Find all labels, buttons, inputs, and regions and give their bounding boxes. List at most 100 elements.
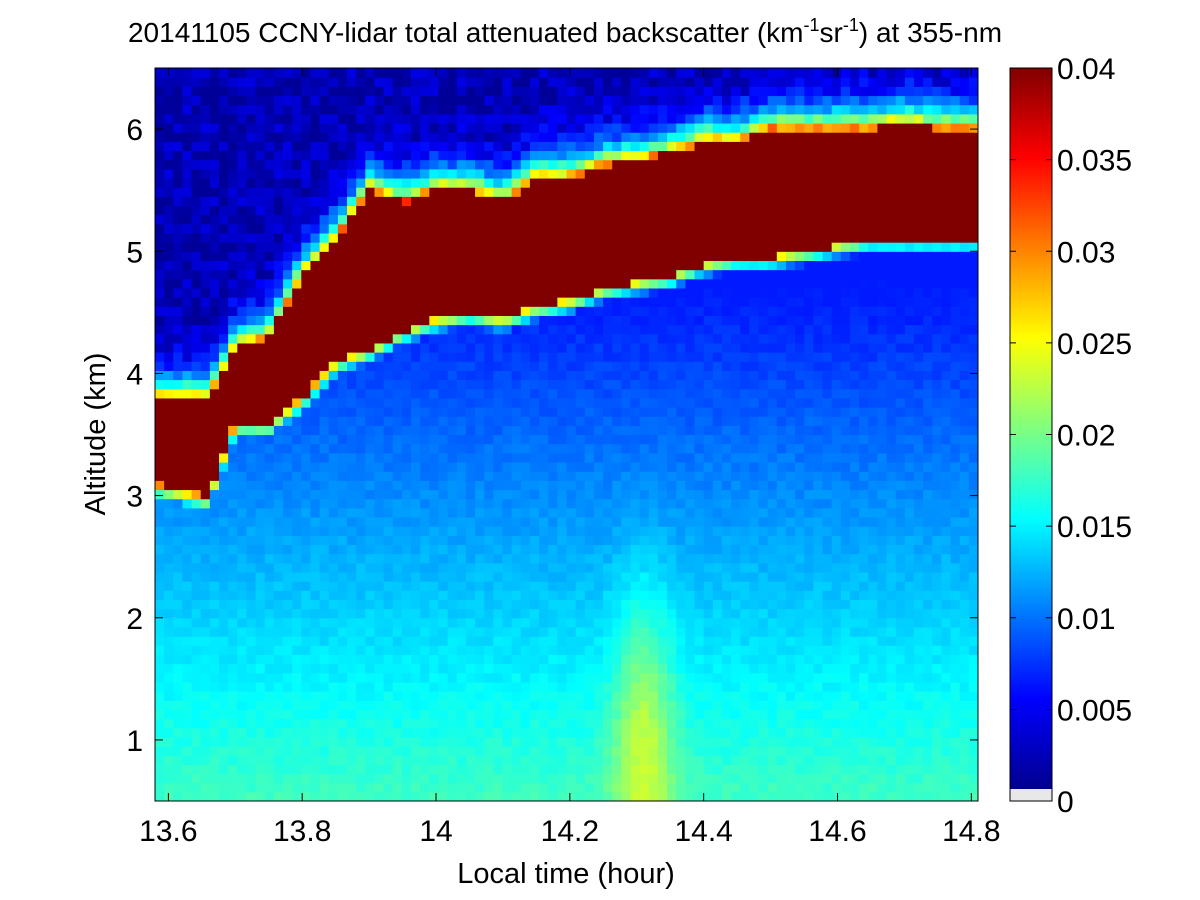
- heatmap-cell: [456, 562, 467, 573]
- heatmap-cell: [200, 562, 211, 573]
- heatmap-cell: [191, 773, 202, 784]
- heatmap-cell: [685, 205, 696, 216]
- heatmap-cell: [511, 77, 522, 87]
- heatmap-cell: [283, 86, 293, 97]
- heatmap-cell: [456, 718, 467, 729]
- heatmap-cell: [301, 297, 312, 307]
- heatmap-cell: [411, 77, 421, 87]
- heatmap-cell: [621, 425, 632, 436]
- heatmap-cell: [411, 471, 421, 481]
- heatmap-cell: [401, 342, 412, 353]
- heatmap-cell: [337, 516, 348, 527]
- heatmap-cell: [301, 443, 312, 454]
- heatmap-cell: [246, 324, 257, 335]
- heatmap-cell: [703, 727, 714, 738]
- heatmap-cell: [694, 526, 705, 536]
- heatmap-cell: [493, 516, 504, 527]
- heatmap-cell: [328, 324, 339, 335]
- heatmap-cell: [630, 544, 641, 555]
- heatmap-cell: [365, 691, 376, 701]
- heatmap-cell: [575, 187, 586, 197]
- heatmap-cell: [420, 681, 430, 692]
- heatmap-cell: [703, 526, 714, 536]
- heatmap-cell: [228, 608, 238, 619]
- heatmap-cell: [548, 150, 558, 161]
- heatmap-cell: [328, 443, 339, 454]
- heatmap-cell: [676, 205, 686, 216]
- heatmap-cell: [191, 599, 202, 610]
- heatmap-cell: [657, 278, 668, 289]
- heatmap-cell: [584, 691, 595, 701]
- heatmap-cell: [667, 755, 677, 765]
- heatmap-cell: [392, 352, 403, 362]
- heatmap-cell: [310, 260, 321, 271]
- heatmap-cell: [292, 581, 302, 591]
- heatmap-cell: [411, 150, 421, 161]
- heatmap-cell: [529, 388, 540, 399]
- heatmap-cell: [712, 636, 723, 646]
- heatmap-cell: [200, 150, 211, 161]
- heatmap-cell: [502, 397, 513, 408]
- heatmap-cell: [548, 315, 558, 326]
- heatmap-cell: [520, 480, 531, 491]
- heatmap-cell: [557, 755, 568, 765]
- heatmap-cell: [447, 113, 458, 124]
- heatmap-cell: [264, 434, 275, 445]
- heatmap-cell: [273, 132, 284, 142]
- heatmap-cell: [264, 122, 275, 133]
- heatmap-cell: [182, 791, 193, 801]
- heatmap-cell: [657, 663, 668, 674]
- heatmap-cell: [685, 755, 696, 765]
- heatmap-cell: [502, 709, 513, 720]
- heatmap-cell: [465, 306, 476, 316]
- heatmap-cell: [657, 379, 668, 390]
- heatmap-cell: [283, 599, 293, 610]
- heatmap-cell: [182, 232, 193, 243]
- heatmap-cell: [493, 791, 504, 801]
- heatmap-cell: [575, 168, 586, 179]
- heatmap-cell: [511, 782, 522, 793]
- heatmap-cell: [319, 617, 330, 628]
- heatmap-cell: [219, 727, 229, 738]
- heatmap-cell: [191, 342, 202, 353]
- heatmap-cell: [603, 590, 613, 601]
- heatmap-cell: [630, 187, 641, 197]
- heatmap-cell: [593, 700, 604, 710]
- heatmap-cell: [328, 773, 339, 784]
- heatmap-cell: [685, 86, 696, 97]
- heatmap-cell: [648, 581, 659, 591]
- heatmap-cell: [347, 223, 357, 234]
- heatmap-cell: [529, 379, 540, 390]
- heatmap-cell: [356, 95, 366, 106]
- heatmap-cell: [603, 278, 613, 289]
- heatmap-cell: [685, 196, 696, 207]
- heatmap-cell: [310, 516, 321, 527]
- heatmap-cell: [219, 746, 229, 756]
- heatmap-cell: [411, 407, 421, 417]
- heatmap-cell: [401, 672, 412, 683]
- heatmap-cell: [539, 242, 549, 252]
- heatmap-cell: [301, 132, 312, 142]
- heatmap-cell: [685, 746, 696, 756]
- heatmap-cell: [685, 535, 696, 546]
- heatmap-cell: [539, 526, 549, 536]
- heatmap-cell: [575, 278, 586, 289]
- heatmap-cell: [685, 636, 696, 646]
- heatmap-cell: [584, 544, 595, 555]
- heatmap-cell: [264, 315, 275, 326]
- heatmap-cell: [383, 397, 394, 408]
- heatmap-cell: [621, 86, 632, 97]
- heatmap-cell: [648, 691, 659, 701]
- heatmap-cell: [694, 507, 705, 518]
- heatmap-cell: [539, 663, 549, 674]
- heatmap-cell: [246, 645, 257, 655]
- heatmap-cell: [255, 104, 266, 115]
- heatmap-cell: [593, 516, 604, 527]
- heatmap-cell: [566, 461, 577, 472]
- heatmap-cell: [721, 626, 732, 637]
- heatmap-cell: [401, 232, 412, 243]
- heatmap-cell: [621, 397, 632, 408]
- heatmap-cell: [228, 654, 238, 665]
- heatmap-cell: [639, 68, 650, 78]
- heatmap-cell: [667, 736, 677, 747]
